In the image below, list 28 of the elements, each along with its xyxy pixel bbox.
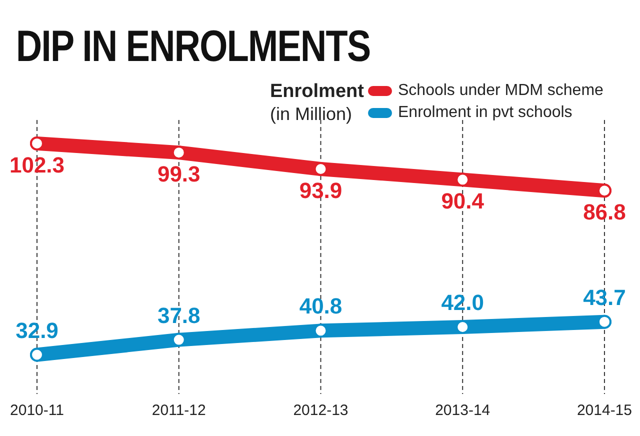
point: [172, 332, 186, 347]
chart-title: DIP IN ENROLMENTS: [16, 22, 370, 72]
data-label: 99.3: [157, 162, 200, 187]
legend-label: Schools under MDM scheme: [397, 81, 604, 101]
data-label: 102.3: [9, 152, 65, 178]
point: [30, 136, 44, 150]
point: [314, 162, 328, 176]
point: [172, 146, 186, 160]
x-tick-label: 2011-12: [152, 402, 206, 420]
y-axis-title: (in Million): [270, 104, 352, 124]
x-tick-label: 2012-13: [293, 402, 348, 420]
data-label: 43.7: [583, 284, 626, 310]
data-label: 86.8: [583, 200, 626, 225]
point: [30, 348, 44, 362]
data-label: 42.0: [441, 290, 484, 316]
data-label: 93.9: [299, 178, 342, 204]
data-label: 32.9: [16, 318, 58, 343]
data-label: 90.4: [441, 188, 485, 214]
point: [456, 320, 470, 334]
point: [456, 172, 470, 187]
point: [314, 324, 328, 338]
legend-title: Enrolment: [270, 81, 364, 102]
data-label: 40.8: [299, 294, 342, 319]
legend-label: Enrolment in pvt schools: [397, 103, 574, 123]
data-label: 37.8: [157, 302, 200, 328]
x-tick-label: 2014-15: [576, 402, 632, 420]
x-tick-label: 2013-14: [435, 402, 490, 420]
x-tick-label: 2010-11: [10, 402, 64, 420]
